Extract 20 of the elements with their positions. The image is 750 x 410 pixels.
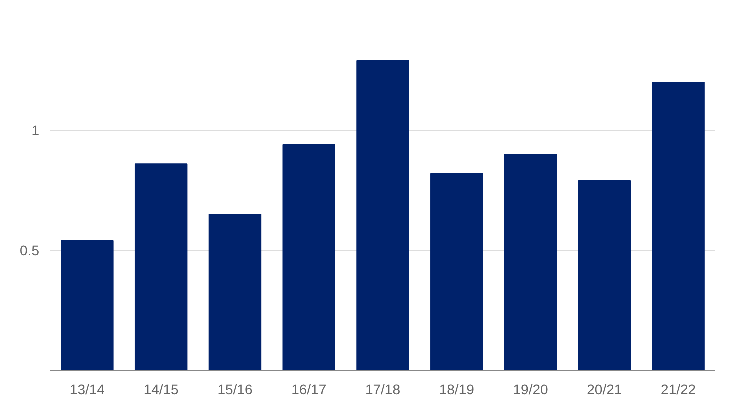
bar <box>208 214 262 370</box>
bar <box>578 180 632 370</box>
y-tick-label: 1 <box>32 122 40 138</box>
bar <box>282 144 336 370</box>
bar <box>430 173 484 370</box>
x-tick-label: 16/17 <box>292 382 327 398</box>
bar <box>652 82 705 370</box>
bar <box>356 60 410 370</box>
bar <box>134 164 188 370</box>
x-tick-label: 13/14 <box>70 382 106 398</box>
x-tick-label: 14/15 <box>144 382 180 398</box>
x-tick-label: 15/16 <box>218 382 253 398</box>
bar <box>61 240 114 370</box>
y-tick-label: 0.5 <box>20 242 40 258</box>
x-tick-label: 20/21 <box>587 382 622 398</box>
x-tick-label: 17/18 <box>365 382 401 398</box>
bar <box>504 154 558 370</box>
x-tick-label: 21/22 <box>661 382 696 398</box>
x-tick-label: 19/20 <box>513 382 549 398</box>
x-tick-label: 18/19 <box>439 382 475 398</box>
